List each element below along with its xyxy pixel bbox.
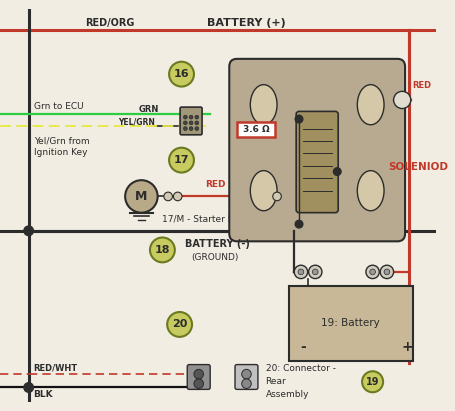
- Text: YEL/GRN: YEL/GRN: [118, 118, 154, 127]
- Ellipse shape: [250, 85, 277, 125]
- Circle shape: [125, 180, 157, 212]
- Text: GRN: GRN: [138, 105, 158, 114]
- Text: 20: Connector -: 20: Connector -: [265, 364, 335, 373]
- Text: BLK: BLK: [33, 390, 53, 399]
- Bar: [237, 122, 274, 137]
- Circle shape: [163, 192, 172, 201]
- Text: RED/ORG: RED/ORG: [85, 18, 134, 28]
- Circle shape: [150, 238, 174, 262]
- Circle shape: [361, 371, 382, 392]
- Text: 17: 17: [173, 155, 189, 165]
- Ellipse shape: [357, 171, 383, 211]
- Text: RED: RED: [204, 180, 225, 189]
- Circle shape: [379, 265, 393, 279]
- Circle shape: [189, 121, 192, 125]
- Circle shape: [298, 269, 303, 275]
- Text: Ignition Key: Ignition Key: [34, 148, 88, 157]
- Text: -: -: [299, 340, 305, 354]
- Circle shape: [393, 91, 410, 109]
- Circle shape: [183, 121, 187, 125]
- Bar: [288, 286, 412, 361]
- Text: BATTERY (-): BATTERY (-): [185, 239, 250, 249]
- Circle shape: [193, 379, 203, 388]
- Text: Rear: Rear: [265, 377, 286, 386]
- Text: M: M: [135, 190, 147, 203]
- Circle shape: [365, 265, 379, 279]
- Circle shape: [293, 265, 307, 279]
- Circle shape: [194, 115, 198, 119]
- Text: 3.6 Ω: 3.6 Ω: [242, 125, 269, 134]
- Circle shape: [194, 127, 198, 131]
- Circle shape: [167, 312, 192, 337]
- Text: RED: RED: [412, 81, 431, 90]
- Circle shape: [183, 115, 187, 119]
- Circle shape: [193, 369, 203, 379]
- Circle shape: [24, 383, 33, 392]
- Circle shape: [189, 127, 192, 131]
- FancyBboxPatch shape: [234, 365, 258, 389]
- Text: Assembly: Assembly: [265, 390, 308, 399]
- Circle shape: [189, 115, 192, 119]
- Text: 16: 16: [173, 69, 189, 79]
- Text: 19: Battery: 19: Battery: [320, 319, 379, 328]
- FancyBboxPatch shape: [180, 107, 202, 135]
- Circle shape: [383, 269, 389, 275]
- Circle shape: [272, 192, 281, 201]
- Text: Grn to ECU: Grn to ECU: [34, 102, 84, 111]
- Circle shape: [169, 62, 193, 87]
- FancyBboxPatch shape: [187, 365, 210, 389]
- Circle shape: [183, 127, 187, 131]
- Circle shape: [308, 265, 321, 279]
- Ellipse shape: [357, 85, 383, 125]
- Circle shape: [173, 192, 182, 201]
- Circle shape: [294, 220, 302, 228]
- Text: 17/M - Starter Motor: 17/M - Starter Motor: [162, 214, 254, 223]
- Text: +: +: [400, 340, 412, 354]
- Circle shape: [369, 269, 374, 275]
- Text: Yel/Grn from: Yel/Grn from: [34, 136, 90, 145]
- Text: (GROUND): (GROUND): [191, 253, 238, 262]
- FancyBboxPatch shape: [229, 59, 404, 241]
- Text: 19: 19: [365, 377, 379, 387]
- Text: RED/WHT: RED/WHT: [33, 364, 77, 373]
- Text: 20: 20: [172, 319, 187, 330]
- Circle shape: [241, 369, 251, 379]
- FancyBboxPatch shape: [295, 111, 338, 212]
- Circle shape: [241, 379, 251, 388]
- Ellipse shape: [250, 171, 277, 211]
- Circle shape: [169, 148, 193, 173]
- Circle shape: [294, 115, 302, 123]
- Text: BATTERY (+): BATTERY (+): [207, 18, 285, 28]
- Text: SOLENIOD: SOLENIOD: [387, 162, 447, 172]
- Text: 18: 18: [154, 245, 170, 255]
- Circle shape: [312, 269, 318, 275]
- Circle shape: [333, 168, 340, 175]
- Circle shape: [194, 121, 198, 125]
- Circle shape: [24, 226, 33, 236]
